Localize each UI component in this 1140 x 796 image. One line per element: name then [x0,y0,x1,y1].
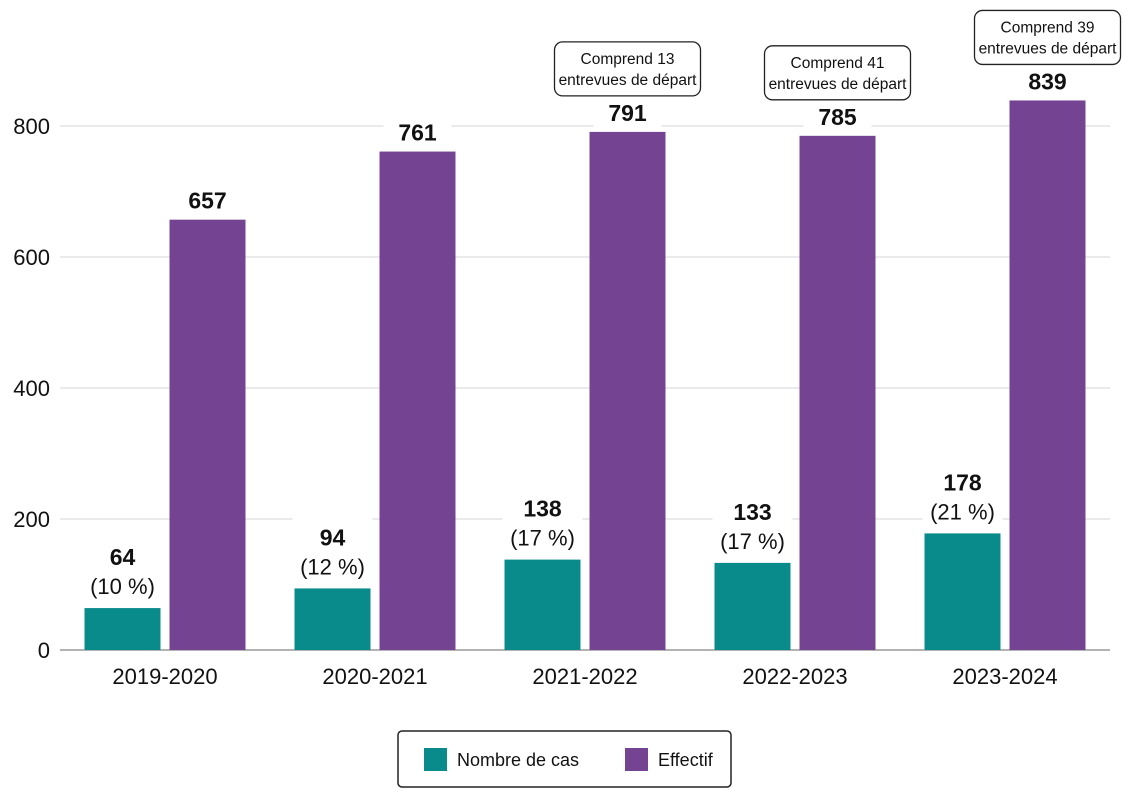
value-label-nombre-de-cas-2023-2024: 178 [943,469,982,495]
percent-label-nombre-de-cas-2021-2022: (17 %) [510,526,575,551]
bar-nombre-de-cas-2021-2022 [504,559,581,650]
annotation-line1-2022-2023: Comprend 41 [791,55,885,72]
bars [84,100,1086,651]
label-bg-nombre-de-cas-2023-2024 [922,449,1003,530]
bar-effectif-2019-2020 [169,219,246,651]
label-bg-nombre-de-cas-2022-2023 [712,478,793,559]
annotations: Comprend 13 entrevues de départ Comprend 4… [553,9,1122,101]
annotation-box-2021-2022 [553,41,702,97]
x-tick-label-2023-2024: 2023-2024 [952,664,1057,689]
x-axis: 2019-2020 2020-2021 2021-2022 2022-2023 2023… [112,664,1057,689]
bar-nombre-de-cas-2020-2021 [294,588,371,650]
bar-nombre-de-cas-2023-2024 [924,533,1001,650]
annotation-box-2023-2024 [973,9,1122,66]
label-bg-nombre-de-cas-2019-2020 [82,524,163,605]
bar-effectif-2021-2022 [589,131,666,650]
legend: Nombre de cas Effectif [397,730,732,788]
percent-label-nombre-de-cas-2022-2023: (17 %) [720,529,785,554]
value-label-effectif-2023-2024: 839 [1028,68,1066,94]
bar-nombre-de-cas-2022-2023 [714,562,791,650]
value-label-effectif-2022-2023: 785 [818,104,857,130]
bar-nombre-de-cas-2019-2020 [84,608,161,650]
legend-label-effectif: Effectif [658,750,714,770]
annotation-line1-2021-2022: Comprend 13 [581,51,675,68]
label-bg-effectif-2019-2020 [173,183,242,216]
value-label-effectif-2020-2021: 761 [398,120,437,146]
y-tick-label-800: 800 [13,114,50,139]
value-label-nombre-de-cas-2021-2022: 138 [523,496,562,522]
value-label-effectif-2021-2022: 791 [608,100,647,126]
legend-swatch-nombre-de-cas [424,748,447,771]
annotation-line2-2021-2022: entrevues de départ [559,72,698,89]
y-tick-label-600: 600 [13,245,50,270]
y-tick-label-400: 400 [13,376,50,401]
annotation-line2-2023-2024: entrevues de départ [979,40,1118,57]
bar-effectif-2023-2024 [1009,100,1086,650]
legend-swatch-effectif [625,748,648,771]
value-label-nombre-de-cas-2022-2023: 133 [733,499,771,525]
bar-effectif-2022-2023 [799,135,876,650]
label-bg-effectif-2022-2023 [803,99,872,132]
y-tick-label-200: 200 [13,507,50,532]
x-tick-label-2021-2022: 2021-2022 [532,664,637,689]
value-label-nombre-de-cas-2019-2020: 64 [110,544,136,570]
value-label-nombre-de-cas-2020-2021: 94 [320,524,346,550]
x-tick-label-2022-2023: 2022-2023 [742,664,847,689]
percent-label-nombre-de-cas-2019-2020: (10 %) [90,574,155,599]
percent-label-nombre-de-cas-2023-2024: (21 %) [930,499,995,524]
label-bg-effectif-2021-2022 [593,95,662,128]
y-tick-label-0: 0 [38,638,50,663]
bar-effectif-2020-2021 [379,151,456,651]
annotation-line2-2022-2023: entrevues de départ [769,76,908,93]
value-label-effectif-2019-2020: 657 [188,188,226,214]
percent-label-nombre-de-cas-2020-2021: (12 %) [300,554,365,579]
x-tick-label-2020-2021: 2020-2021 [322,664,427,689]
legend-label-nombre-de-cas: Nombre de cas [457,750,579,770]
annotation-box-2022-2023 [763,45,912,101]
annotation-line1-2023-2024: Comprend 39 [1001,19,1095,36]
label-bg-nombre-de-cas-2020-2021 [292,504,373,585]
label-bg-nombre-de-cas-2021-2022 [502,475,583,556]
data-labels: 64 (10 %) 657 94 (12 %) 761 138 (17 %) 791 133 (17… [82,64,1082,605]
x-tick-label-2019-2020: 2019-2020 [112,664,217,689]
label-bg-effectif-2020-2021 [383,115,452,148]
label-bg-effectif-2023-2024 [1013,64,1082,97]
y-axis: 0 200 400 600 800 [13,114,50,663]
legend-box [397,730,732,788]
